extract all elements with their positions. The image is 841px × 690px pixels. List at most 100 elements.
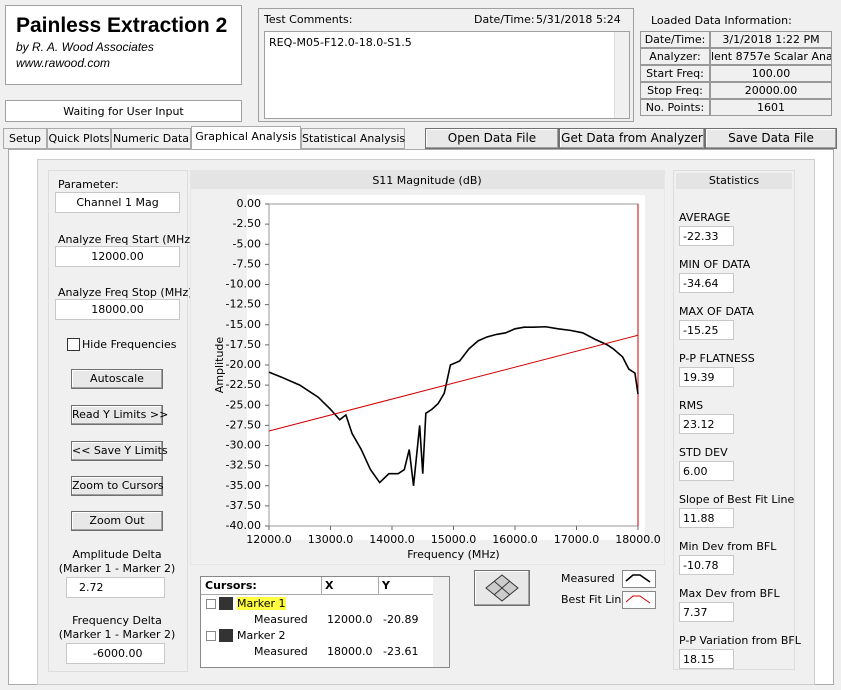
info-value: 100.00: [710, 65, 832, 82]
action-button[interactable]: Zoom to Cursors: [71, 476, 164, 496]
header-panel: Painless Extraction 2 by R. A. Wood Asso…: [5, 5, 242, 85]
action-button[interactable]: Zoom Out: [71, 511, 163, 531]
cursor-x: 12000.0: [327, 613, 373, 626]
info-label: No. Points:: [640, 99, 710, 116]
y-tick-label: -32.50: [226, 459, 261, 472]
plot-area: [268, 203, 639, 527]
comments-box[interactable]: REQ-M05-F12.0-18.0-S1.5: [264, 31, 630, 119]
header-rule: [201, 594, 449, 595]
y-tick-label: -12.50: [226, 298, 261, 311]
y-tick-label: -2.50: [233, 217, 261, 230]
legend-swatch: [622, 570, 656, 588]
action-button[interactable]: Autoscale: [71, 369, 163, 389]
tab[interactable]: Statistical Analysis: [301, 128, 405, 149]
y-tick-label: -20.00: [226, 358, 261, 371]
scrollbar[interactable]: [614, 32, 629, 118]
info-label: Date/Time:: [640, 31, 710, 48]
company: by R. A. Wood Associates: [16, 40, 154, 54]
series-line: [268, 334, 639, 432]
y-tick-label: -7.50: [233, 257, 261, 270]
stat-label: AVERAGE: [679, 211, 731, 224]
status: Waiting for User Input: [5, 100, 242, 122]
label: Amplitude Delta: [72, 548, 162, 561]
label: Frequency Delta: [72, 614, 162, 627]
y-tick-label: -5.00: [233, 237, 261, 250]
x-tick-label: 15000.0: [431, 533, 477, 546]
chart-title-bar: [191, 171, 664, 189]
legend: Measured Best Fit Line: [548, 568, 660, 612]
loaded-title: Loaded Data Information:: [651, 14, 792, 27]
y-tick-label: -15.00: [226, 318, 261, 331]
info-label: Analyzer:: [640, 48, 710, 65]
action-button[interactable]: << Save Y Limits: [71, 441, 168, 461]
amplitude-delta: 2.72: [66, 577, 165, 598]
stat-label: P-P FLATNESS: [679, 352, 755, 365]
tab[interactable]: Graphical Analysis: [191, 126, 301, 150]
parameter-select[interactable]: Channel 1 Mag: [55, 192, 180, 213]
stop-freq-input[interactable]: 18000.00: [55, 299, 180, 320]
loaded-table: Date/Time: 3/1/2018 1:22 PM Analyzer: lent …: [640, 31, 832, 118]
label: Analyze Freq Stop (MHz): [58, 286, 193, 299]
x-tick-label: 12000.0: [246, 533, 292, 546]
column-header: X: [325, 579, 334, 592]
label: (Marker 1 - Marker 2): [58, 562, 176, 575]
y-axis-label: Amplitude: [213, 337, 226, 394]
trace-name: Measured: [254, 645, 308, 658]
stat-label: Slope of Best Fit Line: [679, 493, 795, 506]
toolbar-button[interactable]: Save Data File: [705, 128, 837, 149]
marker-name[interactable]: Marker 2: [237, 629, 286, 642]
stat-label: MAX OF DATA: [679, 305, 754, 318]
start-freq-input[interactable]: 12000.00: [55, 246, 180, 267]
stat-value: 7.37: [679, 602, 734, 622]
legend-label: Measured: [561, 572, 615, 585]
expander[interactable]: [206, 631, 216, 641]
toolbar-button[interactable]: Get Data from Analyzer: [559, 128, 705, 149]
scrollbar[interactable]: [433, 577, 449, 667]
stats-title: Statistics: [676, 173, 792, 189]
trace-name: Measured: [254, 613, 308, 626]
info-value: 3/1/2018 1:22 PM: [710, 31, 832, 48]
legend-icon: [625, 574, 651, 583]
stat-label: P-P Variation from BFL: [679, 634, 801, 647]
time: 5:24: [596, 13, 621, 26]
x-tick-label: 13000.0: [308, 533, 354, 546]
stat-value: -34.64: [679, 273, 734, 293]
toolbar-button[interactable]: Open Data File: [425, 128, 559, 149]
cursor-x: 18000.0: [327, 645, 373, 658]
tab[interactable]: Quick Plots: [47, 128, 111, 149]
marker-icon: [219, 629, 233, 642]
cursor-move-button[interactable]: [474, 570, 530, 606]
column-rule: [321, 577, 322, 594]
column-rule: [378, 577, 379, 594]
info-value: 1601: [710, 99, 832, 116]
column-header: Cursors:: [205, 579, 257, 592]
x-tick-label: 14000.0: [369, 533, 415, 546]
x-tick-label: 18000.0: [615, 533, 661, 546]
cursor-y: -23.61: [383, 645, 419, 658]
chart-title: S11 Magnitude (dB): [372, 174, 481, 187]
comments-text: REQ-M05-F12.0-18.0-S1.5: [269, 36, 412, 49]
stat-value: 18.15: [679, 649, 734, 669]
stat-value: 6.00: [679, 461, 734, 481]
tab[interactable]: Setup: [3, 128, 47, 149]
y-tick-label: -40.00: [226, 519, 261, 532]
stat-value: -15.25: [679, 320, 734, 340]
stat-label: Max Dev from BFL: [679, 587, 780, 600]
y-tick-label: -35.00: [226, 479, 261, 492]
stat-label: MIN OF DATA: [679, 258, 751, 271]
label: Parameter:: [58, 178, 119, 191]
statistics-panel: Statistics AVERAGE -22.33 MIN OF DATA -34.64…: [673, 170, 801, 670]
expander[interactable]: [206, 599, 216, 609]
cursor-y: -20.89: [383, 613, 419, 626]
tab[interactable]: Numeric Data: [111, 128, 191, 149]
datetime-label: Date/Time:: [474, 13, 535, 26]
marker-name[interactable]: Marker 1: [237, 597, 286, 610]
stat-value: 23.12: [679, 414, 734, 434]
checkbox[interactable]: [67, 338, 80, 351]
website: www.rawood.com: [16, 56, 111, 70]
y-tick-label: -25.00: [226, 398, 261, 411]
x-tick-label: 16000.0: [492, 533, 538, 546]
checkbox-label: Hide Frequencies: [82, 338, 177, 351]
action-button[interactable]: Read Y Limits >>: [71, 405, 168, 425]
